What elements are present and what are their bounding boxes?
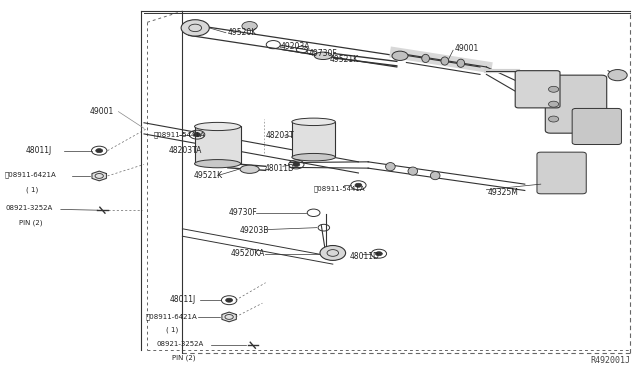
Text: 48011D: 48011D [264,164,294,173]
Circle shape [548,86,559,92]
Text: 48203T: 48203T [266,131,294,140]
Bar [292,122,335,157]
Text: 48011D: 48011D [350,252,380,261]
FancyBboxPatch shape [545,75,607,133]
Circle shape [194,133,200,137]
Ellipse shape [385,163,396,171]
Circle shape [320,246,346,260]
Text: 49520KA: 49520KA [230,249,265,258]
Circle shape [293,163,300,166]
Polygon shape [92,171,106,181]
Text: 48011J: 48011J [26,146,52,155]
Circle shape [608,70,627,81]
Text: 49001: 49001 [454,44,479,53]
Text: 08921-3252A: 08921-3252A [5,205,52,211]
Text: PIN (2): PIN (2) [172,355,195,361]
Text: 49730F: 49730F [229,208,258,217]
Text: 49001: 49001 [90,107,114,116]
Text: 49730F: 49730F [308,49,337,58]
FancyBboxPatch shape [537,152,586,194]
Ellipse shape [292,118,335,126]
FancyBboxPatch shape [515,71,560,108]
Text: 49203A: 49203A [280,42,310,51]
Text: 49521K: 49521K [330,55,359,64]
Text: Ⓝ08911-6421A: Ⓝ08911-6421A [146,313,198,320]
Text: ( 1): ( 1) [26,186,38,193]
Circle shape [181,20,209,36]
Text: PIN (2): PIN (2) [19,220,43,227]
Text: 49325M: 49325M [488,188,518,197]
Circle shape [242,22,257,31]
Ellipse shape [441,57,449,65]
Text: Ⓝ08911-5441A: Ⓝ08911-5441A [314,186,365,192]
Circle shape [96,149,102,153]
Text: R492001J: R492001J [590,356,630,365]
Text: ( 1): ( 1) [166,327,179,333]
FancyBboxPatch shape [572,109,621,144]
Circle shape [226,298,232,302]
Bar [195,126,241,164]
Ellipse shape [457,59,465,67]
Ellipse shape [240,165,259,173]
Text: 48011J: 48011J [170,295,196,304]
Ellipse shape [422,54,429,62]
Text: Ⓝ08911-6421A: Ⓝ08911-6421A [5,171,57,178]
Ellipse shape [408,167,418,175]
Text: 49520K: 49520K [227,28,257,37]
Ellipse shape [195,160,241,168]
Polygon shape [222,312,236,322]
Text: 48203TA: 48203TA [169,146,202,155]
Text: 08921-3252A: 08921-3252A [157,341,204,347]
Text: 49521K: 49521K [193,171,223,180]
Circle shape [355,183,362,187]
Ellipse shape [392,51,408,61]
Text: Ⓝ08911-5441A: Ⓝ08911-5441A [154,131,205,138]
Ellipse shape [431,171,440,180]
Circle shape [376,252,382,256]
Text: 49203B: 49203B [240,226,269,235]
Ellipse shape [195,122,241,131]
Ellipse shape [314,52,332,60]
Ellipse shape [292,153,335,161]
Circle shape [548,116,559,122]
Circle shape [548,101,559,107]
